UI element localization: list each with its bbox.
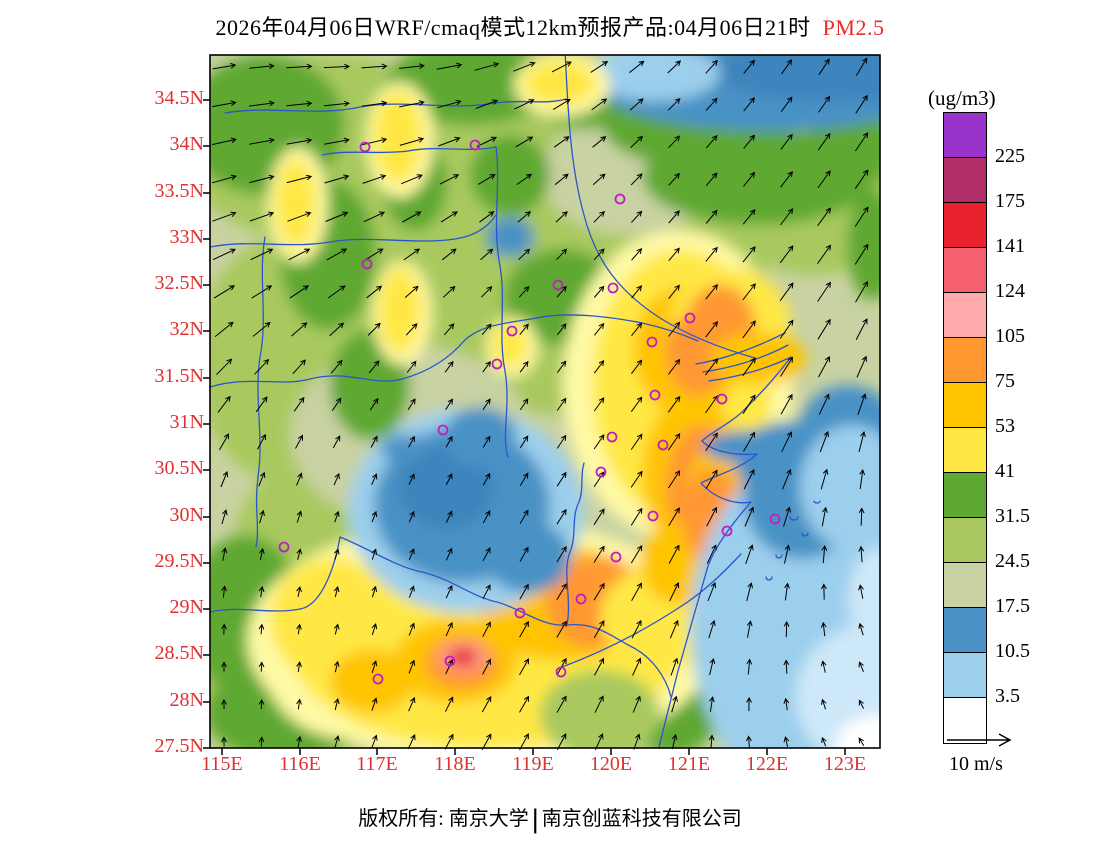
lat-label: 30.5N bbox=[154, 457, 204, 479]
station-marker bbox=[607, 282, 619, 294]
lon-label: 122E bbox=[745, 753, 789, 775]
station-marker bbox=[437, 424, 449, 436]
legend-color-cell bbox=[944, 248, 986, 293]
station-marker bbox=[469, 139, 481, 151]
station-marker bbox=[506, 325, 518, 337]
legend-color-cell bbox=[944, 608, 986, 653]
wind-scale-arrow-icon bbox=[947, 733, 1012, 747]
legend-unit: (ug/m3) bbox=[928, 86, 996, 110]
lat-label: 34N bbox=[169, 133, 204, 155]
legend-level-label: 17.5 bbox=[995, 595, 1030, 617]
lat-label: 33.5N bbox=[154, 180, 204, 202]
legend-level-label: 41 bbox=[995, 460, 1015, 482]
lat-label: 27.5N bbox=[154, 735, 204, 757]
copyright-footer: 版权所有: 南京大学 | 南京创蓝科技有限公司 bbox=[0, 802, 1100, 835]
legend-color-cell bbox=[944, 158, 986, 203]
legend-color-cell bbox=[944, 383, 986, 428]
lon-label: 116E bbox=[279, 753, 321, 775]
station-marker bbox=[610, 551, 622, 563]
station-marker bbox=[575, 593, 587, 605]
copyright-owner: 版权所有: 南京大学 bbox=[358, 808, 529, 830]
wind-vectors bbox=[211, 57, 869, 751]
legend-color-cell bbox=[944, 473, 986, 518]
station-markers bbox=[278, 139, 781, 685]
legend-color-cell bbox=[944, 563, 986, 608]
station-marker bbox=[716, 393, 728, 405]
lon-label: 115E bbox=[201, 753, 243, 775]
station-marker bbox=[552, 279, 564, 291]
station-marker bbox=[444, 655, 456, 667]
legend-level-label: 75 bbox=[995, 370, 1015, 392]
station-marker bbox=[278, 541, 290, 553]
legend-level-label: 31.5 bbox=[995, 505, 1030, 527]
legend-level-label: 24.5 bbox=[995, 550, 1030, 572]
legend-level-label: 105 bbox=[995, 325, 1025, 347]
wind-scale: 10 m/s bbox=[945, 731, 1035, 776]
legend-color-cell bbox=[944, 653, 986, 698]
legend-color-cell bbox=[944, 698, 986, 743]
legend-color-cell bbox=[944, 518, 986, 563]
lat-label: 29N bbox=[169, 596, 204, 618]
legend-color-cell bbox=[944, 338, 986, 383]
station-marker bbox=[684, 312, 696, 324]
station-marker bbox=[646, 336, 658, 348]
legend-level-label: 53 bbox=[995, 415, 1015, 437]
lon-label: 118E bbox=[434, 753, 476, 775]
station-marker bbox=[657, 439, 669, 451]
lon-label: 120E bbox=[589, 753, 633, 775]
station-marker bbox=[614, 193, 626, 205]
title-main: 2026年04月06日WRF/cmaq模式12km预报产品:04月06日21时 bbox=[215, 15, 811, 40]
legend-level-label: 3.5 bbox=[995, 685, 1020, 707]
lat-label: 28.5N bbox=[154, 642, 204, 664]
title-pollutant: PM2.5 bbox=[822, 15, 885, 40]
legend-color-cell bbox=[944, 293, 986, 338]
wind-scale-label: 10 m/s bbox=[949, 753, 1003, 775]
legend-level-label: 175 bbox=[995, 190, 1025, 212]
lat-label: 32N bbox=[169, 318, 204, 340]
lat-label: 31.5N bbox=[154, 365, 204, 387]
legend-color-cell bbox=[944, 428, 986, 473]
station-marker bbox=[372, 673, 384, 685]
lat-label: 32.5N bbox=[154, 272, 204, 294]
lon-label: 123E bbox=[823, 753, 867, 775]
station-marker bbox=[649, 389, 661, 401]
station-marker bbox=[491, 358, 503, 370]
lon-label: 121E bbox=[667, 753, 711, 775]
station-marker bbox=[514, 607, 526, 619]
copyright-company: 南京创蓝科技有限公司 bbox=[541, 808, 742, 830]
chart-title: 2026年04月06日WRF/cmaq模式12km预报产品:04月06日21时 P… bbox=[0, 10, 1100, 42]
station-marker bbox=[555, 666, 567, 678]
map-frame bbox=[209, 54, 881, 749]
station-marker bbox=[361, 258, 373, 270]
lat-label: 34.5N bbox=[154, 87, 204, 109]
lat-label: 30N bbox=[169, 504, 204, 526]
station-marker bbox=[606, 431, 618, 443]
station-marker bbox=[595, 466, 607, 478]
station-marker bbox=[359, 141, 371, 153]
lat-label: 28N bbox=[169, 689, 204, 711]
legend-level-label: 124 bbox=[995, 280, 1025, 302]
lon-label: 119E bbox=[512, 753, 554, 775]
station-marker bbox=[721, 525, 733, 537]
legend-color-cell bbox=[944, 113, 986, 158]
footer-separator: | bbox=[531, 804, 539, 834]
legend-color-cell bbox=[944, 203, 986, 248]
station-marker bbox=[769, 513, 781, 525]
station-marker bbox=[647, 510, 659, 522]
pm25-concentration-map bbox=[203, 54, 881, 755]
legend-level-label: 10.5 bbox=[995, 640, 1030, 662]
lat-label: 31N bbox=[169, 411, 204, 433]
legend-level-label: 225 bbox=[995, 145, 1025, 167]
map-plot-area bbox=[203, 54, 881, 755]
lon-label: 117E bbox=[356, 753, 398, 775]
legend-colorbar bbox=[943, 112, 987, 744]
legend-level-label: 141 bbox=[995, 235, 1025, 257]
axis-ticks bbox=[203, 99, 846, 755]
lat-label: 33N bbox=[169, 226, 204, 248]
lat-label: 29.5N bbox=[154, 550, 204, 572]
